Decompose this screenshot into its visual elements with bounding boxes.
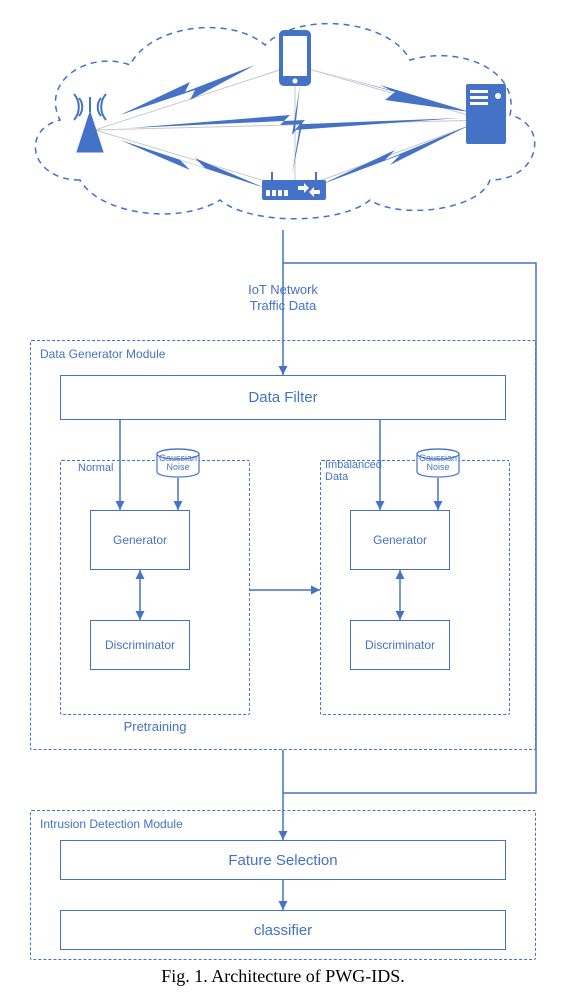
figure-caption: Fig. 1. Architecture of PWG-IDS. <box>0 966 566 987</box>
normal-label: Normal <box>78 463 113 475</box>
noise-cylinder-right: Gaussian Noise <box>415 448 461 478</box>
generator-left: Generator <box>90 510 190 570</box>
discriminator-left: Discriminator <box>90 620 190 670</box>
data-filter-box: Data Filter <box>60 375 506 420</box>
noise-left-label: Gaussian Noise <box>155 454 201 472</box>
pretraining-box <box>60 460 250 715</box>
imbalanced-label: Imbalanced Data <box>325 460 380 483</box>
phone-icon <box>275 28 315 90</box>
feature-selection-label: Fature Selection <box>228 852 337 869</box>
server-icon <box>462 82 510 148</box>
data-gen-title: Data Generator Module <box>38 347 167 361</box>
figure-canvas: IoT Network Traffic Data Data Generator … <box>0 0 566 998</box>
discriminator-left-label: Discriminator <box>105 638 175 652</box>
noise-right-label: Gaussian Noise <box>415 454 461 472</box>
generator-right: Generator <box>350 510 450 570</box>
discriminator-right: Discriminator <box>350 620 450 670</box>
finetune-box <box>320 460 510 715</box>
classifier-box: classifier <box>60 910 506 950</box>
antenna-icon <box>65 92 115 162</box>
noise-cylinder-left: Gaussian Noise <box>155 448 201 478</box>
intrusion-title: Intrusion Detection Module <box>38 817 185 831</box>
cloud-region <box>20 10 540 230</box>
data-filter-label: Data Filter <box>248 389 317 406</box>
feature-selection-box: Fature Selection <box>60 840 506 880</box>
generator-right-label: Generator <box>373 533 427 547</box>
iot-line1: IoT Network <box>248 282 318 297</box>
generator-left-label: Generator <box>113 533 167 547</box>
iot-line2: Traffic Data <box>250 298 316 313</box>
iot-traffic-label: IoT Network Traffic Data <box>0 282 566 313</box>
pretraining-label: Pretraining <box>60 720 250 734</box>
discriminator-right-label: Discriminator <box>365 638 435 652</box>
router-icon <box>260 172 330 204</box>
classifier-label: classifier <box>254 922 312 939</box>
